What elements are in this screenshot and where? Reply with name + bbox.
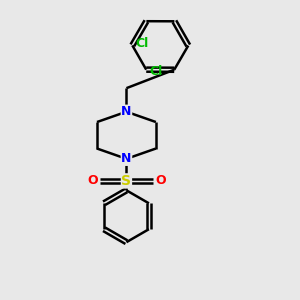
Text: N: N	[121, 105, 132, 118]
Text: O: O	[87, 174, 98, 188]
Text: S: S	[122, 174, 131, 188]
Text: O: O	[155, 174, 166, 188]
Text: Cl: Cl	[150, 64, 163, 78]
Text: Cl: Cl	[136, 38, 149, 50]
Text: N: N	[121, 152, 132, 165]
